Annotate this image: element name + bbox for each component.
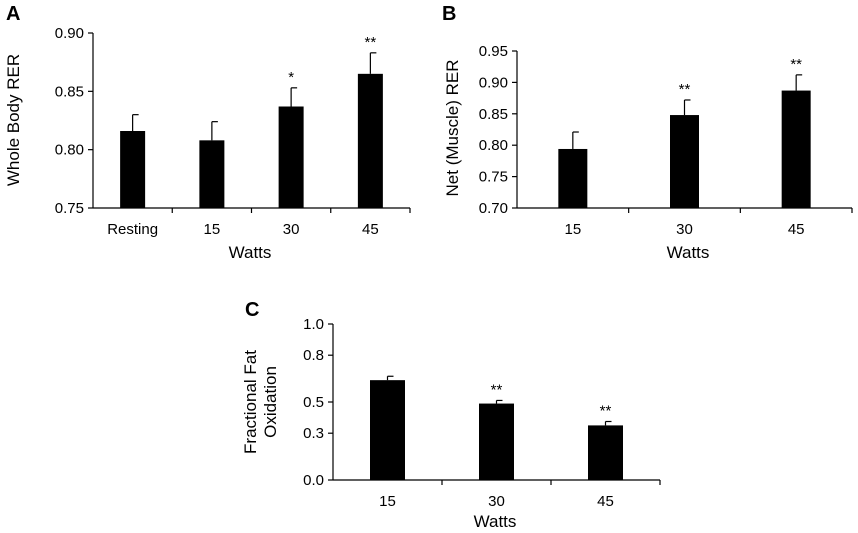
panel-b: B Net (Muscle) RER 0.700.750.800.850.900… [442,3,853,262]
y-tick-label: 0.95 [479,43,508,60]
panel-a: A Whole Body RER 0.75 0.80 0.85 0.90 Resting… [4,3,411,262]
y-tick-label: 0.80 [55,142,84,159]
significance-mark: * [288,69,294,86]
panel-c-xlabel: Watts [474,512,517,531]
panel-b-plot: 0.70 0.75 0.80 0.85 0.90 0.95 15 30 ** 45 ** [479,43,853,238]
panel-c: C Fractional Fat Oxidation 0.0 0.3 0.5 0.8 1… [241,299,661,531]
y-tick-label: 0.90 [55,25,84,42]
significance-mark: ** [365,34,377,51]
y-tick-label: 0.8 [303,347,324,364]
panel-b-xlabel: Watts [667,243,710,262]
bar [370,380,405,480]
y-tick-label: 0.3 [303,425,324,442]
panel-a-ylabel: Whole Body RER [4,54,23,186]
bar [558,148,588,208]
bar [588,425,623,480]
bar [479,403,514,480]
significance-mark: ** [679,81,691,98]
y-tick-label: 0.85 [479,106,508,123]
panel-b-letter: B [442,3,456,25]
y-tick-label: 0.70 [479,200,508,217]
significance-mark: ** [600,403,612,420]
panel-a-letter: A [6,3,20,25]
panel-c-plot: 0.0 0.3 0.5 0.8 1.0 15 30 ** 45 ** [303,316,661,510]
significance-mark: ** [491,381,503,398]
bar [278,106,304,208]
bar [781,90,811,208]
panel-a-plot: 0.75 0.80 0.85 0.90 Resting 15 30 * 45 ** [55,25,411,238]
x-tick-label: 45 [788,221,805,238]
x-tick-label: 15 [564,221,581,238]
x-tick-label: 45 [597,493,614,510]
bar [120,131,146,208]
x-tick-label: 30 [488,493,505,510]
x-tick-label: 15 [204,221,221,238]
y-tick-label: 0.5 [303,394,324,411]
panel-c-ylabel-line2: Oxidation [261,366,280,438]
x-tick-label: 30 [283,221,300,238]
y-tick-label: 0.85 [55,83,84,100]
x-tick-label: 45 [362,221,379,238]
y-tick-label: 1.0 [303,316,324,333]
y-tick-label: 0.80 [479,137,508,154]
bar [199,140,225,208]
panel-a-xlabel: Watts [229,243,272,262]
y-tick-label: 0.75 [479,169,508,186]
y-tick-label: 0.0 [303,472,324,489]
panel-c-letter: C [245,299,259,321]
significance-mark: ** [790,56,802,73]
y-tick-label: 0.75 [55,200,84,217]
x-tick-label: 15 [379,493,396,510]
y-tick-label: 0.90 [479,74,508,91]
x-tick-label: 30 [676,221,693,238]
x-tick-label: Resting [107,221,158,238]
bar [670,115,699,208]
bar [357,73,383,208]
panel-c-ylabel-line1: Fractional Fat [241,350,260,454]
panel-b-ylabel: Net (Muscle) RER [443,60,462,197]
